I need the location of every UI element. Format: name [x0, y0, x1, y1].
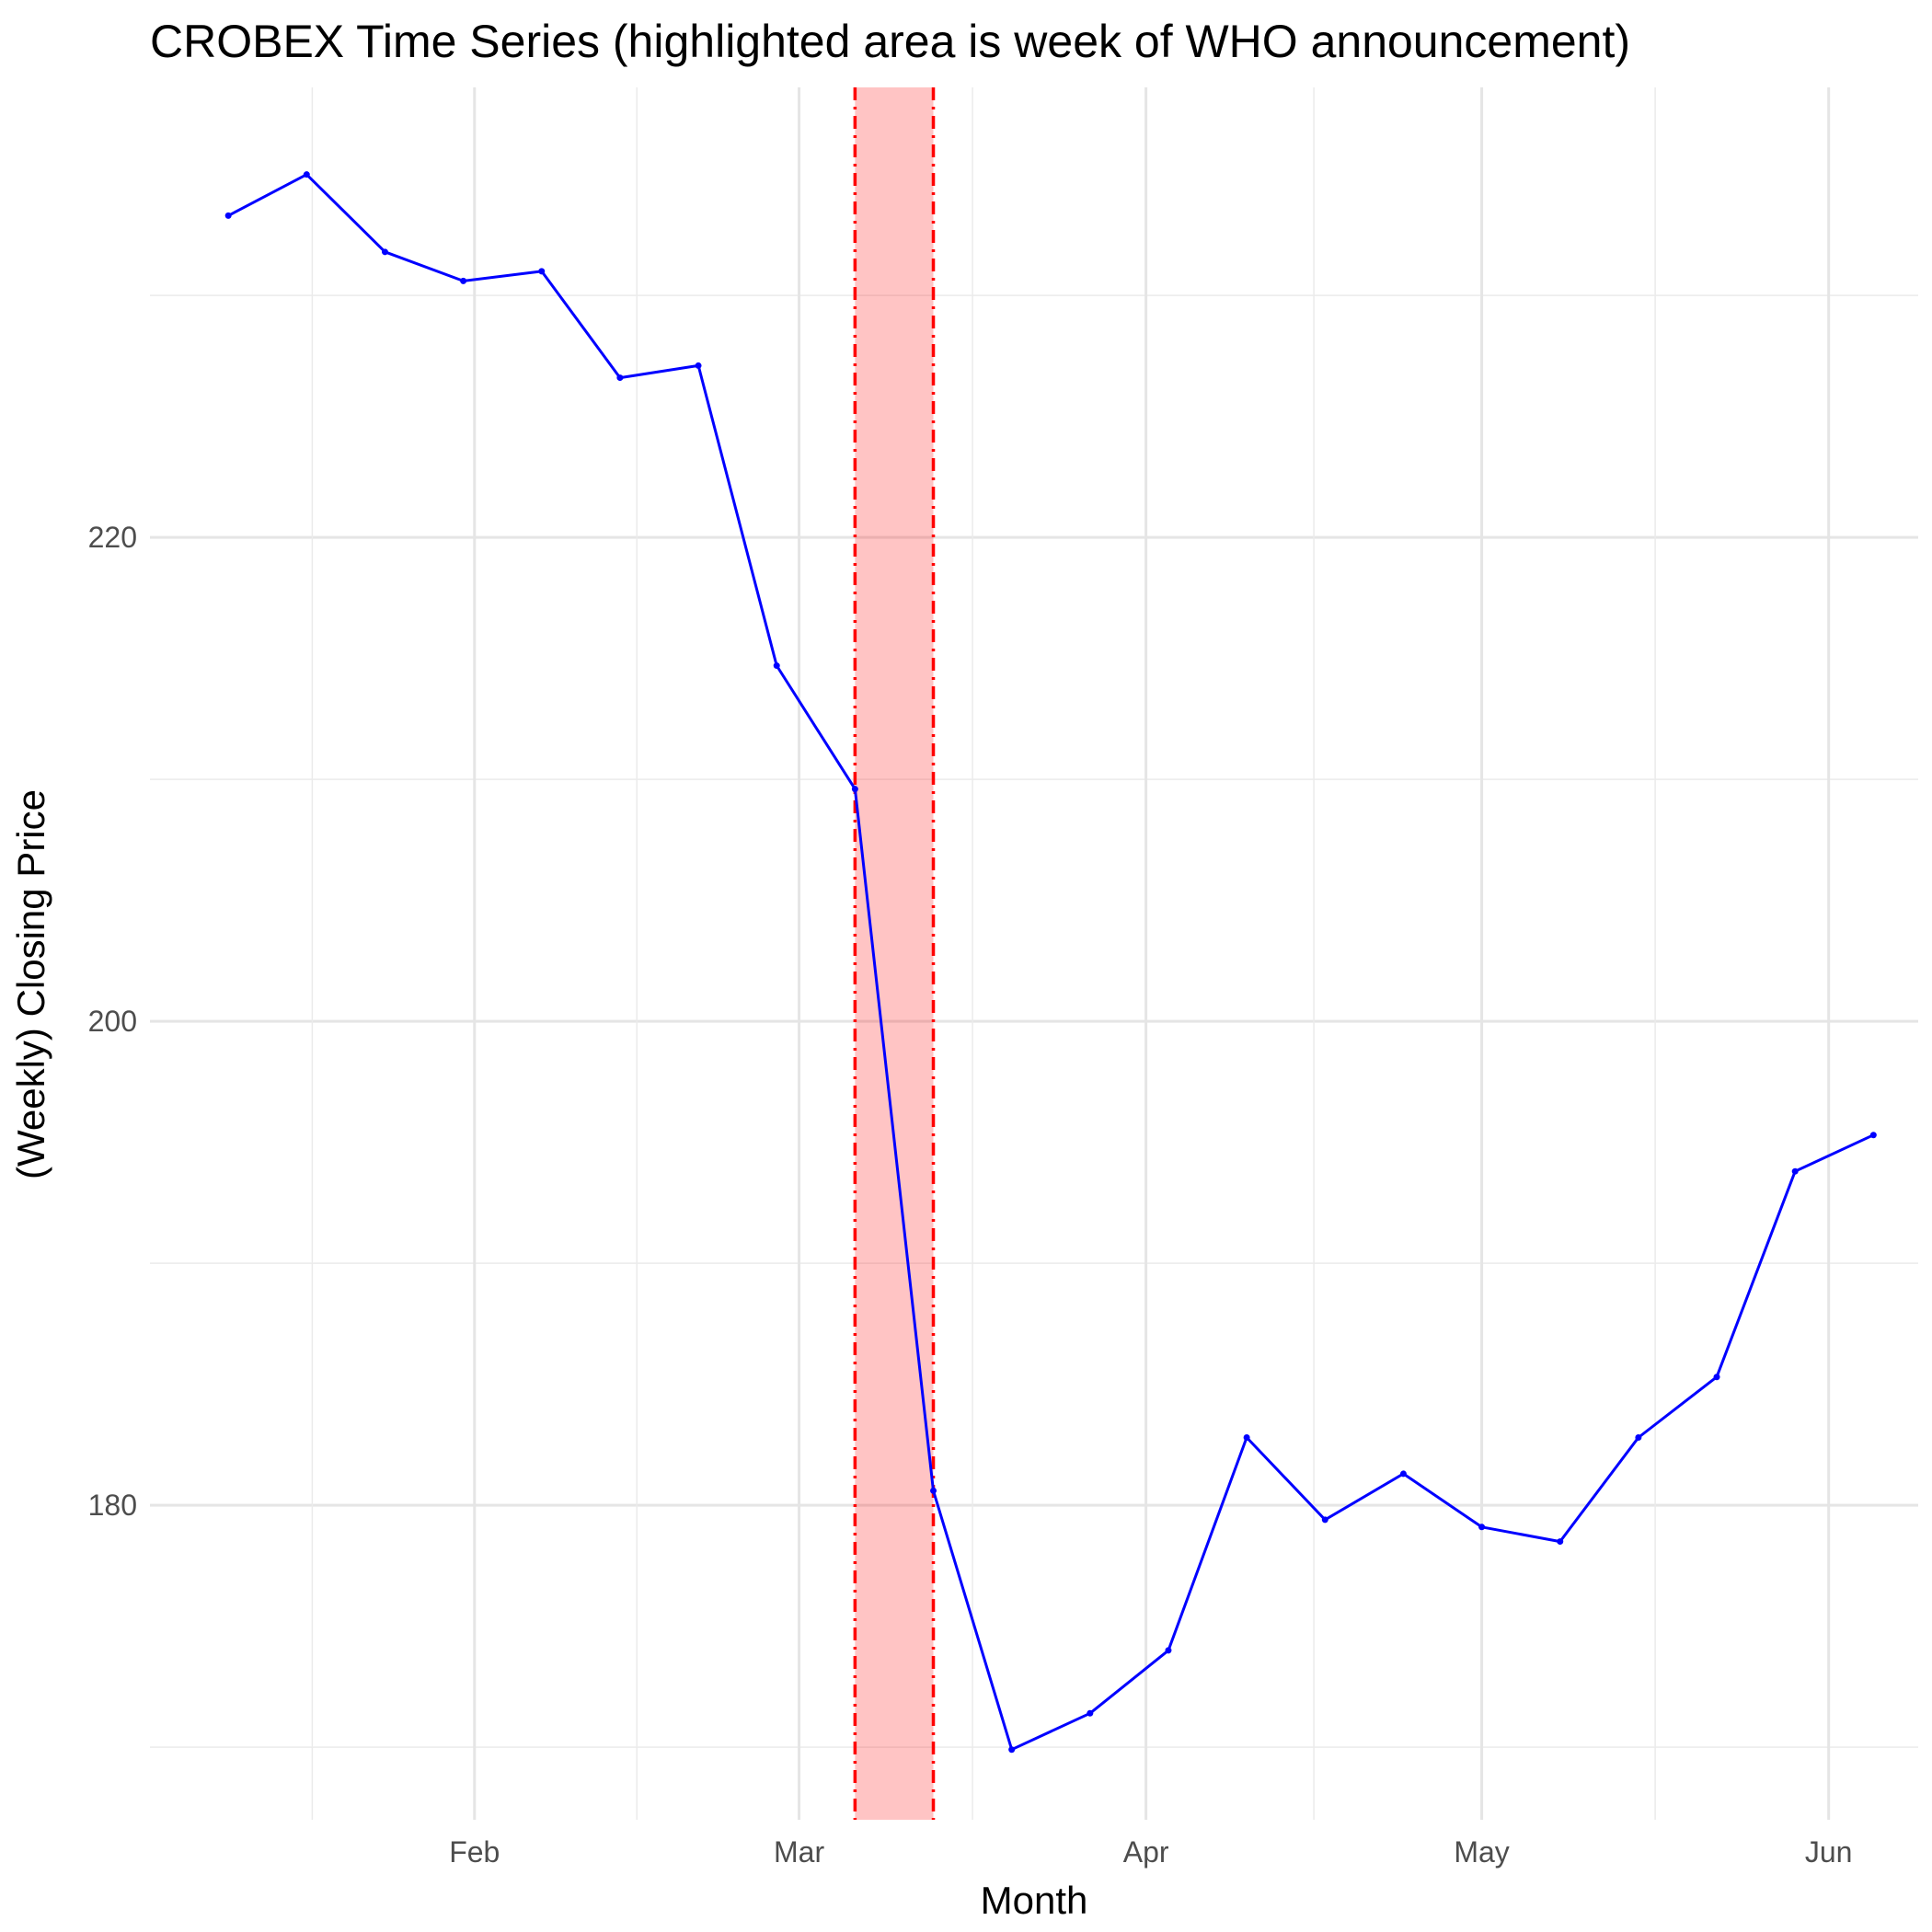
data-point [930, 1487, 937, 1494]
data-point [1087, 1709, 1094, 1717]
data-point [1008, 1746, 1016, 1754]
data-point [1478, 1524, 1486, 1531]
data-point [460, 277, 467, 284]
grid-layer [150, 87, 1918, 1820]
data-point [303, 171, 310, 178]
data-point [1557, 1538, 1564, 1546]
data-point [851, 786, 858, 793]
data-point [773, 662, 780, 670]
y-tick-label: 200 [88, 1005, 137, 1038]
data-point [381, 248, 388, 256]
data-point [1399, 1470, 1407, 1478]
data-point [616, 374, 624, 382]
data-point [1635, 1433, 1642, 1441]
data-point [1791, 1167, 1799, 1175]
data-point [1321, 1516, 1328, 1524]
x-axis-title: Month [981, 1879, 1088, 1922]
y-axis-title: (Weekly) Closing Price [9, 789, 52, 1179]
data-point [1243, 1433, 1250, 1441]
y-tick-label: 180 [88, 1489, 137, 1522]
data-point [1165, 1647, 1172, 1654]
data-point [1713, 1374, 1720, 1381]
x-tick-label: Apr [1123, 1835, 1169, 1869]
series-line [227, 173, 1874, 1752]
tick-layer: 180 200 220 Feb Mar Apr May Jun [88, 521, 1853, 1869]
data-point [224, 212, 232, 219]
x-tick-label: Jun [1805, 1835, 1853, 1869]
x-tick-label: Mar [774, 1835, 824, 1869]
x-tick-label: Feb [449, 1835, 500, 1869]
data-point [695, 362, 702, 369]
chart-title: CROBEX Time Series (highlighted area is … [150, 16, 1630, 67]
y-tick-label: 220 [88, 521, 137, 554]
series-layer [224, 171, 1877, 1754]
highlight-band [855, 87, 934, 1820]
highlight-layer [853, 87, 936, 1820]
data-point [1869, 1132, 1877, 1139]
data-point [538, 268, 546, 275]
x-tick-label: May [1454, 1835, 1509, 1869]
